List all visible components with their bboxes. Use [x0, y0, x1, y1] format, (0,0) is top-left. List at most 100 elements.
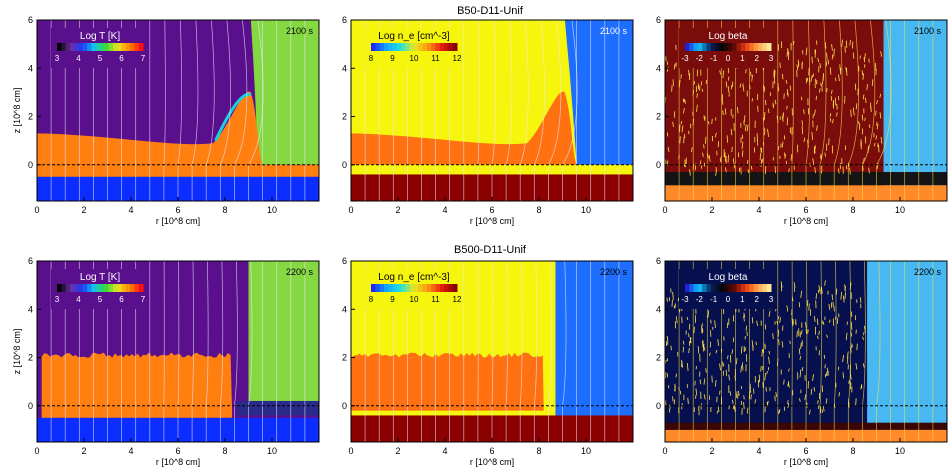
field-fragment — [807, 329, 809, 334]
timestamp-label: 2100 s — [600, 26, 628, 36]
field-line — [519, 20, 529, 201]
colorbar-segment — [422, 43, 428, 51]
field-fragment — [861, 114, 864, 121]
field-fragment — [863, 57, 866, 63]
colorbar-segment — [715, 284, 720, 292]
field-fragment — [668, 407, 671, 413]
field-fragment — [701, 327, 704, 332]
field-fragment — [803, 109, 805, 115]
field-fragment — [801, 120, 803, 126]
colorbar-segment — [745, 284, 750, 292]
field-fragment — [876, 100, 878, 105]
field-line — [219, 261, 224, 442]
field-fragment — [825, 398, 828, 404]
colorbar-segment — [719, 43, 725, 51]
field-fragment — [728, 93, 730, 97]
x-tick-label: 8 — [850, 446, 855, 456]
field-line — [248, 261, 253, 442]
field-fragment — [861, 70, 864, 76]
field-fragment — [725, 167, 727, 173]
field-fragment — [824, 152, 826, 157]
field-fragment — [799, 369, 802, 378]
field-fragment — [695, 388, 698, 395]
field-fragment — [767, 128, 769, 137]
field-fragment — [767, 108, 770, 114]
colorbar-segment — [61, 284, 67, 292]
colorbar-segment — [426, 43, 432, 51]
x-tick-label: 8 — [850, 205, 855, 215]
colorbar-segment — [710, 43, 716, 51]
field-fragment — [799, 355, 802, 360]
colorbar-segment — [100, 43, 105, 51]
field-fragment — [850, 321, 853, 330]
field-fragment — [682, 340, 685, 345]
field-line — [876, 261, 881, 442]
colorbar-segment — [693, 284, 699, 292]
field-fragment — [696, 104, 698, 112]
x-axis-label: r [10^8 cm] — [156, 216, 200, 226]
x-axis-label: r [10^8 cm] — [470, 216, 514, 226]
field-fragment — [688, 69, 690, 76]
colorbar-segment — [379, 43, 385, 51]
colorbar-segment — [740, 284, 746, 292]
field-line — [177, 261, 180, 442]
x-tick-label: 10 — [267, 446, 277, 456]
y-axis-label: z [10^8 cm] — [12, 88, 22, 134]
colorbar-segment — [134, 43, 140, 51]
colorbar-segment — [117, 43, 122, 51]
y-tick-label: 6 — [342, 256, 347, 266]
colorbar-segment — [766, 284, 772, 292]
timestamp-label: 2200 s — [286, 267, 314, 277]
colorbar-segment — [431, 284, 436, 292]
field-fragment — [703, 144, 705, 149]
colorbar-segment — [100, 284, 105, 292]
colorbar-segment — [452, 43, 458, 51]
field-fragment — [859, 297, 862, 303]
colorbar-segment — [74, 284, 79, 292]
field-fragment — [826, 334, 828, 338]
field-fragment — [879, 112, 882, 119]
colorbar-segment — [740, 43, 746, 51]
y-tick-label: 4 — [342, 63, 347, 73]
field-fragment — [772, 333, 774, 339]
field-fragment — [817, 405, 820, 410]
colorbar-tick-label: 3 — [769, 54, 774, 63]
x-tick-label: 6 — [489, 205, 494, 215]
colorbar-segment — [95, 284, 101, 292]
field-fragment — [815, 293, 817, 300]
field-fragment — [801, 126, 804, 135]
colorbar-segment — [392, 43, 398, 51]
x-tick-label: 4 — [442, 205, 447, 215]
colorbar-segment — [375, 284, 381, 292]
field-fragment — [731, 81, 734, 88]
field-fragment — [719, 158, 722, 163]
field-fragment — [702, 152, 704, 158]
field-fragment — [725, 81, 728, 88]
colorbar-segment — [396, 43, 402, 51]
colorbar-segment — [104, 43, 110, 51]
colorbar-segment — [117, 284, 122, 292]
colorbar-segment — [87, 43, 92, 51]
colorbar-tick-label: -2 — [696, 54, 704, 63]
field-fragment — [862, 363, 865, 368]
x-tick-label: 10 — [895, 205, 905, 215]
colorbar-segment — [706, 284, 712, 292]
field-fragment — [742, 362, 744, 371]
field-fragment — [871, 79, 874, 87]
field-fragment — [778, 409, 781, 414]
field-fragment — [783, 379, 785, 385]
field-fragment — [812, 73, 815, 78]
colorbar-segment — [728, 284, 733, 292]
field-line — [805, 261, 808, 442]
field-fragment — [761, 349, 763, 357]
field-fragment — [873, 142, 876, 147]
colorbar-segment — [392, 284, 398, 292]
field-fragment — [673, 63, 676, 70]
colorbar-segment — [125, 284, 131, 292]
colorbar-segment — [396, 284, 402, 292]
field-fragment — [775, 392, 778, 398]
field-fragment — [687, 397, 689, 404]
field-fragment — [828, 303, 831, 311]
field-fragment — [864, 97, 867, 103]
